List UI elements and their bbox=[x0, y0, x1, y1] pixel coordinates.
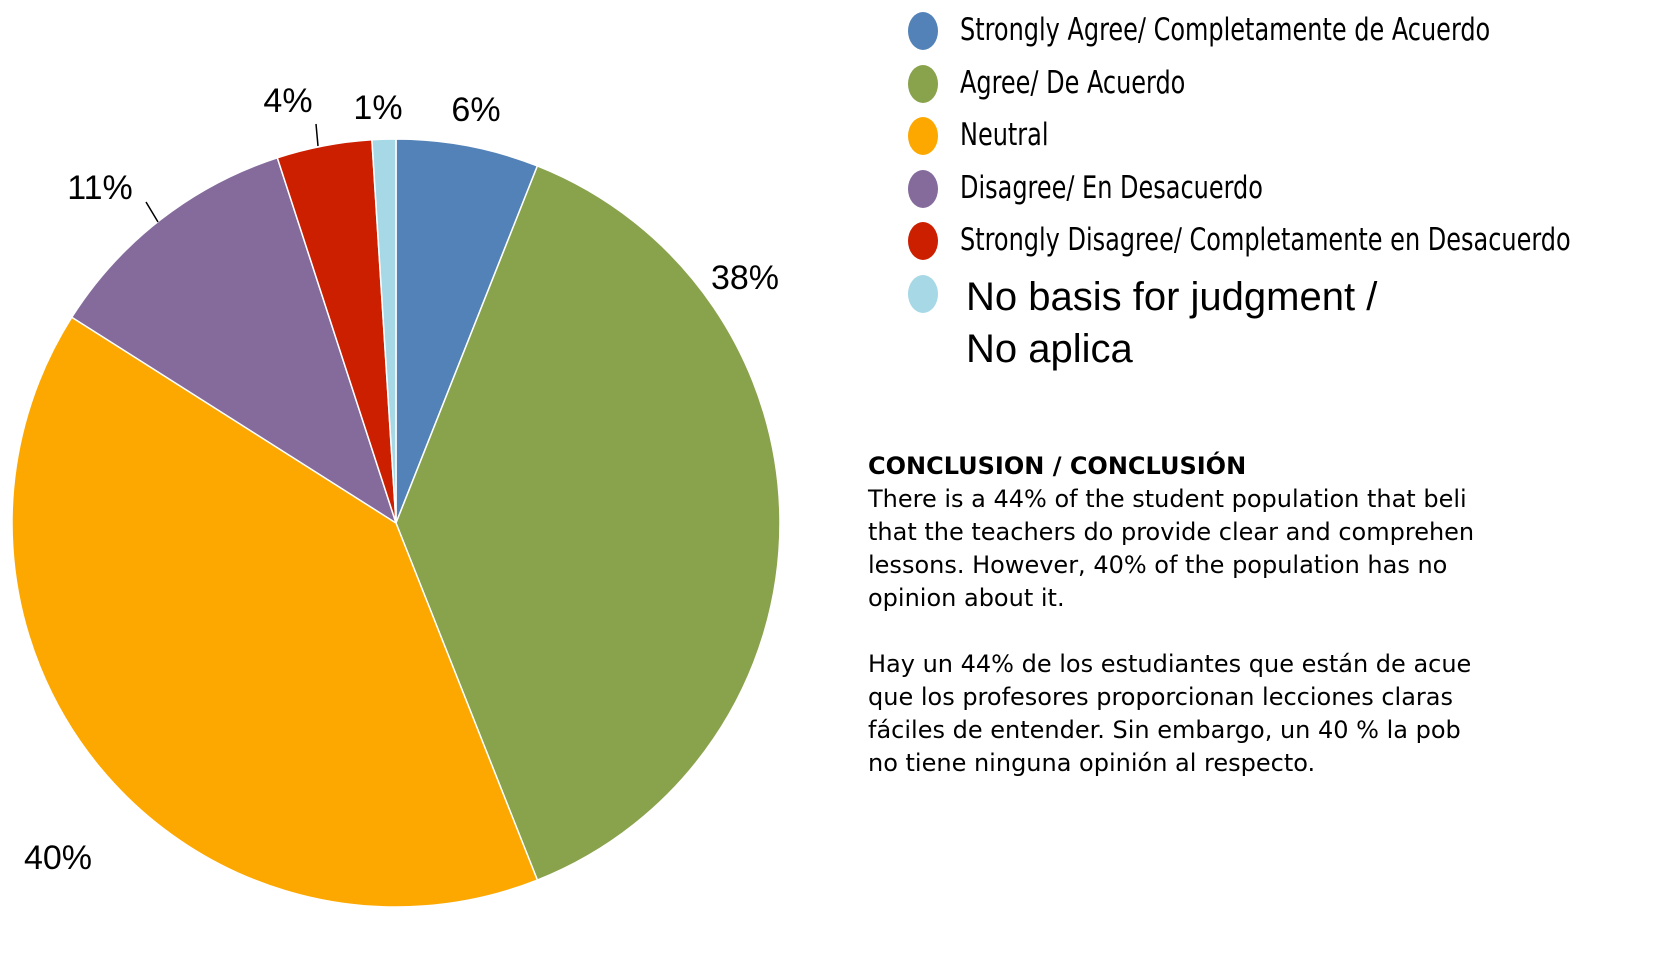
legend-item: Strongly Disagree/ Completamente en Desa… bbox=[908, 218, 1655, 271]
pie-slice bbox=[11, 316, 539, 908]
data-label: 11% bbox=[67, 169, 133, 207]
legend-item: Neutral bbox=[908, 113, 1655, 166]
data-label: 40% bbox=[24, 839, 92, 877]
legend-marker bbox=[908, 12, 938, 50]
conclusion: CONCLUSION / CONCLUSIÓN There is a 44% o… bbox=[868, 450, 1474, 780]
legend-item: No basis for judgment / No aplica bbox=[908, 271, 1655, 371]
pie-slice bbox=[371, 138, 397, 524]
legend-item: Strongly Agree/ Completamente de Acuerdo bbox=[908, 8, 1655, 61]
data-label: 38% bbox=[711, 259, 779, 297]
pie-slice bbox=[70, 156, 398, 525]
leader-line bbox=[145, 201, 159, 223]
legend-label: Neutral bbox=[960, 117, 1049, 153]
conclusion-line: lessons. However, 40% of the population … bbox=[868, 551, 1448, 579]
chart: 6% 38% 40% 11% 4% 1% bbox=[11, 82, 781, 908]
spacer bbox=[868, 615, 1474, 648]
legend-marker bbox=[908, 222, 938, 260]
data-label: 6% bbox=[451, 91, 500, 129]
legend-marker bbox=[908, 274, 938, 313]
conclusion-line: There is a 44% of the student population… bbox=[868, 485, 1467, 513]
legend-marker bbox=[908, 117, 938, 155]
data-label: 4% bbox=[263, 82, 312, 120]
conclusion-line: que los profesores proporcionan leccione… bbox=[868, 683, 1453, 711]
legend-marker bbox=[908, 64, 938, 103]
conclusion-line: that the teachers do provide clear and c… bbox=[868, 518, 1475, 546]
data-label: 1% bbox=[353, 89, 402, 127]
conclusion-heading: CONCLUSION / CONCLUSIÓN bbox=[868, 452, 1247, 480]
legend-label: No basis for judgment / No aplica bbox=[966, 274, 1378, 371]
legend-item: Agree/ De Acuerdo bbox=[908, 61, 1655, 114]
pie-slice bbox=[395, 138, 539, 524]
conclusion-line: opinion about it. bbox=[868, 584, 1065, 612]
leader-line bbox=[315, 123, 319, 147]
legend-label: Agree/ De Acuerdo bbox=[960, 64, 1186, 101]
legend-label: Strongly Agree/ Completamente de Acuerdo bbox=[960, 12, 1491, 48]
legend-label: Strongly Disagree/ Completamente en Desa… bbox=[960, 222, 1571, 258]
conclusion-line: no tiene ninguna opinión al respecto. bbox=[868, 749, 1316, 777]
legend-item: Disagree/ En Desacuerdo bbox=[908, 166, 1655, 219]
conclusion-line: Hay un 44% de los estudiantes que están … bbox=[868, 650, 1472, 678]
conclusion-line: fáciles de entender. Sin embargo, un 40 … bbox=[868, 716, 1461, 744]
legend: Strongly Agree/ Completamente de Acuerdo… bbox=[908, 8, 1655, 371]
legend-label: Disagree/ En Desacuerdo bbox=[960, 169, 1263, 206]
legend-marker bbox=[908, 169, 938, 208]
pie-slice bbox=[395, 164, 781, 882]
